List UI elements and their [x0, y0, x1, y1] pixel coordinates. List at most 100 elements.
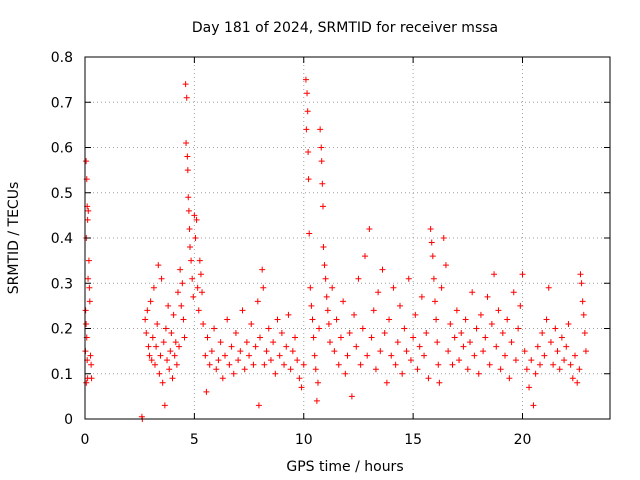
data-point	[200, 320, 207, 327]
data-point	[526, 384, 533, 391]
data-point	[438, 284, 445, 291]
data-point	[317, 126, 324, 133]
data-point	[359, 325, 366, 332]
data-point	[230, 370, 237, 377]
data-point	[539, 330, 546, 337]
data-point	[248, 320, 255, 327]
data-point	[320, 244, 327, 251]
data-point	[217, 339, 224, 346]
data-point	[578, 280, 585, 287]
data-point	[318, 158, 325, 165]
data-point	[292, 334, 298, 341]
data-point	[308, 302, 315, 309]
data-point	[440, 235, 447, 241]
y-tick-label: 0.3	[51, 276, 73, 292]
data-point	[260, 284, 267, 291]
data-point	[453, 307, 460, 314]
data-point	[183, 94, 190, 101]
data-point	[335, 361, 342, 368]
data-point	[254, 298, 261, 305]
data-point	[171, 352, 178, 359]
data-point	[222, 352, 228, 359]
y-axis: 0 0.1 0.2 0.3 0.4 0.5 0.6 0.7 0.8	[51, 50, 610, 428]
data-point	[462, 316, 469, 323]
data-point	[148, 357, 155, 364]
data-point	[488, 320, 495, 327]
data-point	[281, 361, 288, 368]
data-point	[265, 325, 272, 332]
data-point	[414, 366, 421, 373]
data-point	[346, 330, 353, 337]
data-point	[543, 316, 550, 323]
y-tick-label: 0.1	[51, 367, 73, 383]
data-point	[497, 366, 504, 373]
data-point	[83, 379, 90, 386]
data-point	[554, 348, 561, 355]
data-point	[285, 311, 292, 318]
data-point	[323, 293, 330, 300]
data-point	[580, 311, 587, 318]
data-point	[530, 402, 537, 409]
data-point	[194, 284, 201, 291]
data-point	[312, 366, 319, 373]
data-point	[407, 357, 414, 364]
data-point	[162, 325, 169, 332]
data-point	[477, 311, 484, 318]
data-point	[237, 348, 244, 355]
data-point	[504, 316, 511, 323]
data-point	[425, 375, 432, 382]
data-point	[418, 293, 425, 300]
data-point	[232, 330, 239, 337]
data-point	[169, 375, 176, 382]
data-point	[508, 339, 515, 346]
data-point	[307, 284, 314, 291]
data-point	[142, 316, 149, 323]
data-point	[167, 348, 174, 355]
data-point	[261, 361, 268, 368]
data-point	[493, 343, 500, 350]
data-point	[228, 343, 235, 350]
data-point	[416, 343, 423, 350]
x-axis: 0 5 10 15 20	[81, 57, 531, 448]
data-point	[436, 379, 443, 386]
data-point	[565, 320, 572, 327]
data-point	[296, 375, 303, 382]
data-point	[528, 357, 535, 364]
data-point	[187, 244, 193, 251]
data-point	[304, 90, 311, 97]
data-point	[491, 271, 498, 278]
data-point	[160, 339, 167, 346]
data-point	[456, 357, 463, 364]
data-point	[375, 289, 382, 296]
y-tick-label: 0.7	[51, 95, 73, 111]
data-point	[184, 153, 191, 160]
data-point	[267, 357, 274, 364]
x-tick-label: 5	[190, 432, 199, 448]
data-point	[458, 330, 465, 337]
data-point	[412, 311, 419, 318]
data-point	[577, 271, 584, 278]
data-point	[241, 366, 248, 373]
data-point	[309, 316, 316, 323]
data-point	[512, 357, 519, 364]
data-point	[158, 275, 165, 282]
data-point	[300, 361, 307, 368]
data-point	[449, 361, 456, 368]
data-point	[427, 225, 434, 232]
data-point	[197, 271, 204, 278]
data-point	[327, 339, 333, 346]
data-point	[447, 320, 454, 327]
x-tick-label: 15	[404, 432, 422, 448]
data-point	[85, 257, 92, 264]
data-point	[179, 280, 186, 287]
data-point	[558, 334, 565, 341]
data-point	[552, 325, 559, 332]
data-point	[204, 334, 211, 341]
data-point	[173, 361, 180, 368]
chart-title: Day 181 of 2024, SRMTID for receiver mss…	[192, 20, 498, 36]
data-point	[314, 379, 321, 386]
data-point	[191, 212, 198, 219]
data-point	[283, 343, 290, 350]
data-point	[579, 298, 586, 305]
data-point	[192, 235, 199, 241]
